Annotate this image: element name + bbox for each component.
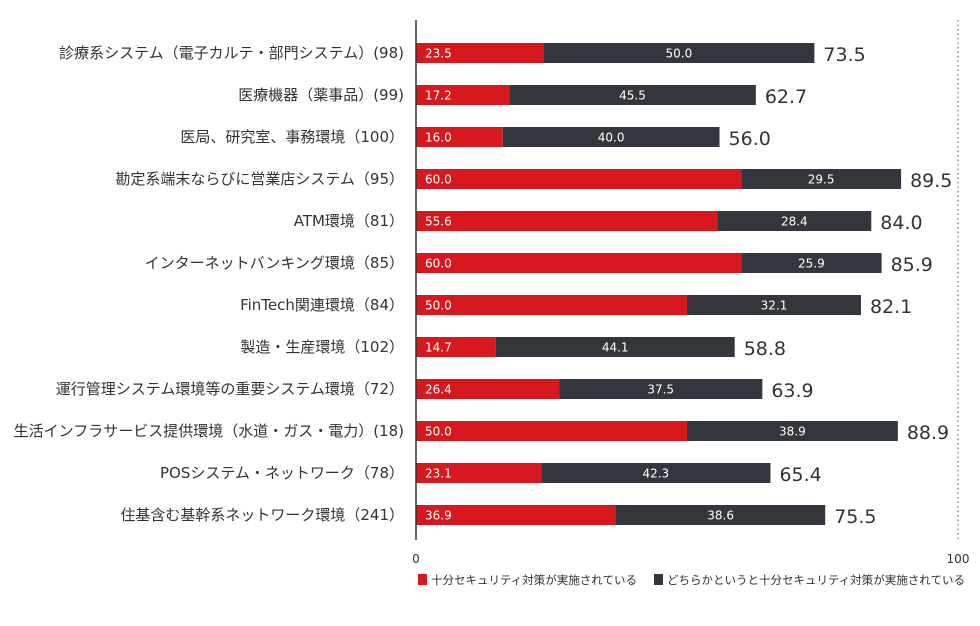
- total-label: 62.7: [765, 86, 807, 108]
- data-label: 60.0: [425, 257, 452, 271]
- bar-segment: [416, 43, 544, 63]
- data-label: 23.1: [425, 467, 452, 481]
- category-label: 医療機器（薬事品）(99): [238, 86, 404, 104]
- bar-segment: [741, 253, 882, 273]
- category-label: FinTech関連環境（84）: [240, 296, 404, 314]
- bar-segment: [687, 295, 861, 315]
- data-label: 60.0: [425, 173, 452, 187]
- legend-swatch: [654, 574, 663, 585]
- data-label: 14.7: [425, 341, 452, 355]
- bar-segment: [416, 169, 742, 189]
- data-label: 17.2: [425, 89, 452, 103]
- total-label: 85.9: [891, 254, 933, 276]
- bar-segment: [416, 379, 560, 399]
- data-label: 36.9: [425, 509, 452, 523]
- category-label: 住基含む基幹系ネットワーク環境（241）: [120, 506, 404, 524]
- total-label: 58.8: [744, 338, 786, 360]
- category-label: 勘定系端末ならびに営業店システム（95）: [115, 170, 404, 188]
- category-label: POSシステム・ネットワーク（78）: [160, 464, 404, 482]
- data-label: 50.0: [666, 47, 693, 61]
- total-label: 73.5: [823, 44, 865, 66]
- bar-segment: [416, 337, 496, 357]
- data-label: 50.0: [425, 299, 452, 313]
- data-label: 40.0: [598, 131, 625, 145]
- legend-label: 十分セキュリティ対策が実施されている: [431, 573, 637, 587]
- data-label: 44.1: [602, 341, 629, 355]
- bar-segment: [416, 295, 687, 315]
- bar-segment: [541, 463, 771, 483]
- category-label: 運行管理システム環境等の重要システム環境（72）: [56, 380, 404, 398]
- bar-segment: [416, 505, 616, 525]
- bar-segment: [416, 463, 542, 483]
- data-label: 55.6: [425, 215, 452, 229]
- total-label: 89.5: [910, 170, 952, 192]
- x-tick-label: 100: [947, 552, 970, 566]
- data-label: 29.5: [808, 173, 835, 187]
- bar-segment: [615, 505, 826, 525]
- category-label: 製造・生産環境（102）: [240, 338, 404, 356]
- bar-segment: [416, 211, 718, 231]
- data-label: 37.5: [647, 383, 674, 397]
- data-label: 23.5: [425, 47, 452, 61]
- category-label: インターネットバンキング環境（85）: [145, 254, 404, 272]
- bar-segment: [543, 43, 815, 63]
- data-label: 38.6: [707, 509, 734, 523]
- data-label: 50.0: [425, 425, 452, 439]
- bar-segment: [741, 169, 902, 189]
- legend-swatch: [418, 574, 427, 585]
- category-label: 生活インフラサービス提供環境（水道・ガス・電力）(18): [14, 422, 404, 440]
- bar-segment: [559, 379, 763, 399]
- data-label: 38.9: [779, 425, 806, 439]
- total-label: 82.1: [870, 296, 912, 318]
- data-label: 32.1: [761, 299, 788, 313]
- bar-segment: [509, 85, 756, 105]
- data-label: 42.3: [642, 467, 669, 481]
- data-label: 45.5: [619, 89, 646, 103]
- bar-segment: [717, 211, 872, 231]
- category-label: ATM環境（81）: [294, 212, 404, 230]
- data-label: 26.4: [425, 383, 452, 397]
- total-label: 88.9: [907, 422, 949, 444]
- category-label: 診療系システム（電子カルテ・部門システム）(98): [59, 44, 404, 62]
- total-label: 56.0: [729, 128, 771, 150]
- bar-segment: [502, 127, 720, 147]
- data-label: 16.0: [425, 131, 452, 145]
- total-label: 63.9: [771, 380, 813, 402]
- total-label: 65.4: [779, 464, 821, 486]
- bar-segment: [495, 337, 735, 357]
- data-label: 25.9: [798, 257, 825, 271]
- total-label: 84.0: [880, 212, 922, 234]
- total-label: 75.5: [834, 506, 876, 528]
- legend-label: どちらかというと十分セキュリティ対策が実施されている: [667, 573, 965, 587]
- bar-segment: [687, 421, 898, 441]
- category-label: 医局、研究室、事務環境（100）: [180, 128, 404, 146]
- data-label: 28.4: [781, 215, 808, 229]
- bar-segment: [416, 421, 687, 441]
- x-tick-label: 0: [412, 552, 420, 566]
- bar-segment: [416, 253, 742, 273]
- bar-segment: [416, 127, 503, 147]
- bar-segment: [416, 85, 510, 105]
